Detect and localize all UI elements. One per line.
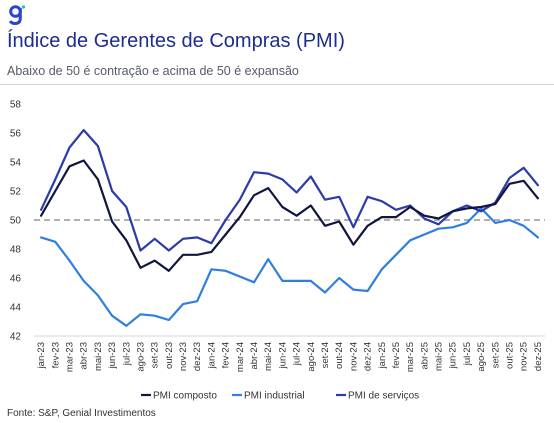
x-tick-label: jun-24 — [277, 342, 288, 369]
y-tick-label: 46 — [10, 274, 22, 285]
x-tick-label: jun-23 — [107, 342, 118, 369]
legend-label-2: PMI de serviços — [348, 391, 419, 402]
x-tick-label: jul-24 — [292, 342, 303, 366]
x-tick-label: mai-23 — [93, 342, 104, 371]
x-tick-label: nov-24 — [348, 342, 359, 371]
y-tick-label: 44 — [10, 303, 22, 314]
x-tick-label: ago-25 — [476, 342, 487, 372]
page-title: Índice de Gerentes de Compras (PMI) — [7, 30, 345, 52]
x-tick-label: out-23 — [164, 342, 175, 369]
series-line-1 — [39, 207, 540, 327]
header-divider — [0, 84, 554, 85]
y-tick-label: 58 — [10, 100, 22, 111]
x-tick-label: abr-24 — [249, 342, 260, 369]
x-tick-label: dez-25 — [533, 342, 544, 371]
series-line-2 — [39, 128, 540, 252]
x-tick-label: set-23 — [150, 342, 161, 368]
x-tick-label: ago-24 — [306, 342, 317, 372]
series-line-0 — [39, 159, 540, 272]
x-tick-label: set-25 — [490, 342, 501, 368]
page-subtitle: Abaixo de 50 é contração e acima de 50 é… — [7, 64, 299, 78]
x-tick-label: out-25 — [505, 342, 516, 369]
y-tick-label: 48 — [10, 245, 22, 256]
x-tick-label: jan-24 — [206, 342, 217, 369]
x-tick-label: jul-25 — [462, 342, 473, 366]
x-tick-label: nov-23 — [178, 342, 189, 371]
x-tick-label: nov-25 — [519, 342, 530, 371]
x-tick-label: jun-25 — [448, 342, 459, 369]
genial-logo-icon — [8, 5, 26, 26]
y-tick-label: 42 — [10, 332, 22, 343]
x-tick-label: dez-23 — [192, 342, 203, 371]
x-tick-label: fev-24 — [221, 342, 232, 368]
x-tick-label: ago-23 — [135, 342, 146, 372]
x-tick-label: jan-25 — [377, 342, 388, 369]
x-tick-label: jan-23 — [36, 342, 47, 369]
x-tick-label: dez-24 — [363, 342, 374, 371]
x-tick-label: abr-23 — [79, 342, 90, 369]
x-tick-label: abr-25 — [419, 342, 430, 369]
x-tick-label: fev-23 — [50, 342, 61, 368]
x-tick-label: mar-24 — [235, 342, 246, 372]
x-tick-label: mai-25 — [434, 342, 445, 371]
legend-label-0: PMI composto — [153, 391, 217, 402]
y-tick-label: 56 — [10, 129, 22, 140]
x-tick-label: mai-24 — [263, 342, 274, 371]
pmi-line-chart: 42 44 46 48 50 52 54 56 58 jan-23 fev-23 mar-23 abr-… — [10, 100, 545, 402]
x-tick-label: mar-25 — [405, 342, 416, 372]
x-tick-label: mar-23 — [64, 342, 75, 372]
y-tick-label: 50 — [10, 216, 22, 227]
x-tick-label: out-24 — [334, 342, 345, 369]
x-tick-label: jul-23 — [121, 342, 132, 366]
x-tick-label: set-24 — [320, 342, 331, 368]
legend-label-1: PMI industrial — [244, 391, 305, 402]
y-tick-label: 54 — [10, 158, 22, 169]
source-note: Fonte: S&P, Genial Investimentos — [7, 408, 156, 419]
y-tick-label: 52 — [10, 187, 22, 198]
x-tick-label: fev-25 — [391, 342, 402, 368]
